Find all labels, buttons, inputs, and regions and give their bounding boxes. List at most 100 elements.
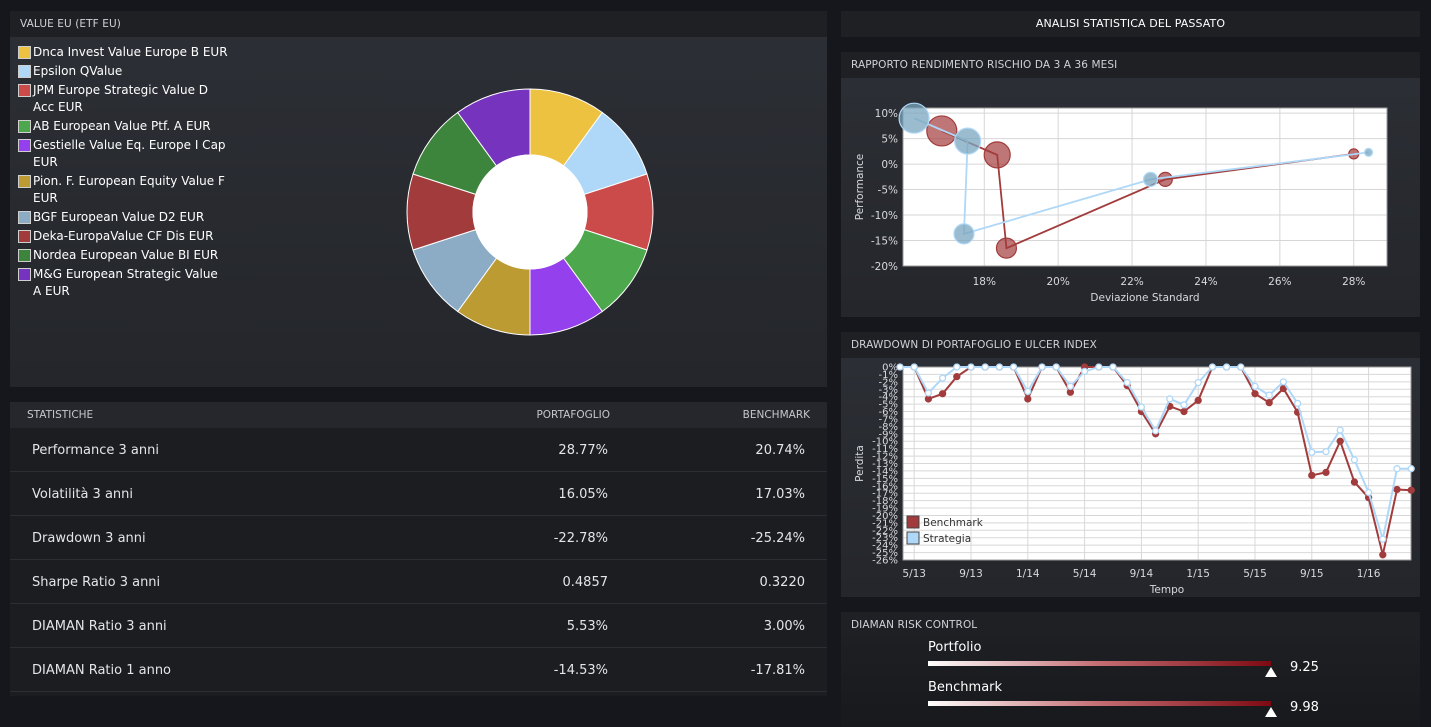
y-tick-label: 5% <box>881 134 898 146</box>
data-point <box>938 390 947 398</box>
stat-portfolio-value: 5.53% <box>566 619 608 634</box>
allocation-panel: VALUE EU (ETF EU) Dnca Invest Value Euro… <box>10 11 827 387</box>
data-point <box>1151 427 1160 435</box>
data-point <box>981 363 989 371</box>
data-point <box>1095 363 1103 371</box>
y-tick-label: -8% <box>879 422 898 433</box>
data-point <box>924 389 933 397</box>
x-tick-label: 18% <box>973 276 996 288</box>
y-tick-label: -18% <box>872 496 898 507</box>
bubble-point <box>953 223 975 245</box>
y-tick-label: -19% <box>872 504 898 515</box>
y-tick-label: -24% <box>872 541 898 552</box>
legend-swatch <box>18 46 31 59</box>
bubble-point <box>1142 171 1159 187</box>
data-point <box>1393 485 1401 494</box>
risk-benchmark-marker-icon <box>1265 707 1277 717</box>
risk-benchmark-value: 9.98 <box>1290 700 1319 715</box>
x-tick-label: 1/14 <box>1016 568 1040 580</box>
legend-item: Epsilon QValue <box>18 63 228 80</box>
drawdown-chart: 0%-1%-2%-3%-4%-5%-6%-7%-8%-9%-10%-11%-12… <box>854 363 1415 596</box>
legend-item: AB European Value Ptf. A EUR <box>18 118 228 135</box>
legend-item: Gestielle Value Eq. Europe I Cap EUR <box>18 137 228 171</box>
legend-swatch <box>906 531 920 545</box>
y-tick-label: -26% <box>872 556 898 567</box>
y-tick-label: 10% <box>875 108 898 120</box>
table-row: Performance 3 anni 28.77% 20.74% <box>10 428 827 472</box>
legend-swatch <box>18 175 31 188</box>
legend-swatch <box>18 268 31 281</box>
y-tick-label: -7% <box>879 414 898 425</box>
y-tick-label: -20% <box>871 261 898 273</box>
risk-portfolio-marker-icon <box>1265 667 1277 677</box>
plot-border <box>902 107 1388 267</box>
data-point <box>1407 486 1415 494</box>
risk-control-header: DIAMAN RISK CONTROL <box>841 612 1420 638</box>
data-point <box>1180 407 1188 416</box>
x-axis-label: Tempo <box>1149 584 1184 596</box>
stat-benchmark-value: -17.81% <box>750 663 805 678</box>
stats-table: STATISTICHE PORTAFOGLIO BENCHMARK Perfor… <box>10 402 827 696</box>
data-point <box>1052 363 1060 371</box>
data-point <box>1208 363 1217 371</box>
stat-label: Performance 3 anni <box>32 443 159 458</box>
y-tick-label: -14% <box>872 466 898 477</box>
table-row: Drawdown 3 anni -22.78% -25.24% <box>10 516 827 560</box>
data-point <box>1194 378 1202 387</box>
data-point <box>1137 403 1146 411</box>
legend-swatch <box>18 139 31 152</box>
legend-swatch <box>18 211 31 224</box>
data-point <box>1024 395 1032 403</box>
stats-col-portfolio: PORTAFOGLIO <box>536 409 610 421</box>
data-point <box>1322 468 1330 477</box>
stat-benchmark-value: 3.00% <box>763 619 805 634</box>
risk-portfolio-bar <box>928 661 1271 666</box>
stats-table-header: STATISTICHE PORTAFOGLIO BENCHMARK <box>10 402 827 428</box>
data-point <box>1123 378 1131 387</box>
x-tick-label: 28% <box>1342 276 1365 288</box>
stat-benchmark-value: -25.24% <box>750 531 805 546</box>
plot-border <box>902 366 1412 561</box>
data-point <box>953 372 961 381</box>
legend-item: Pion. F. European Equity Value F EUR <box>18 173 228 207</box>
x-tick-label: 26% <box>1268 276 1291 288</box>
y-axis-label: Perdita <box>854 445 866 482</box>
y-tick-label: -10% <box>871 210 898 222</box>
x-tick-label: 5/15 <box>1243 568 1267 580</box>
legend-item: BGF European Value D2 EUR <box>18 209 228 226</box>
stat-portfolio-value: 0.4857 <box>562 575 609 590</box>
data-point <box>1308 471 1316 480</box>
stat-benchmark-value: 17.03% <box>755 487 805 502</box>
data-point <box>1166 395 1174 403</box>
x-tick-label: 9/13 <box>959 568 983 580</box>
y-tick-label: -17% <box>872 489 898 500</box>
data-point <box>1279 378 1288 386</box>
x-tick-label: 1/16 <box>1357 568 1381 580</box>
data-point <box>910 363 918 371</box>
data-point <box>1279 384 1288 393</box>
legend-item: JPM Europe Strategic Value D Acc EUR <box>18 82 228 116</box>
legend-item: Nordea European Value BI EUR <box>18 247 228 264</box>
stat-label: DIAMAN Ratio 1 anno <box>32 663 172 678</box>
y-tick-label: -22% <box>872 526 898 537</box>
x-tick-label: 20% <box>1047 276 1070 288</box>
table-row: DIAMAN Ratio 1 anno -14.53% -17.81% <box>10 648 827 692</box>
y-tick-label: -23% <box>872 533 898 544</box>
pie-legend: Dnca Invest Value Europe B EUR Epsilon QV… <box>18 44 228 302</box>
data-point <box>1080 367 1089 376</box>
data-point <box>1379 535 1387 543</box>
y-tick-label: 0% <box>881 159 898 171</box>
data-point <box>1038 363 1046 371</box>
bubble-point <box>954 127 982 155</box>
data-point <box>1308 448 1316 457</box>
stat-portfolio-value: 28.77% <box>558 443 608 458</box>
bubble-point <box>1157 171 1173 187</box>
risk-return-chart: 18% 20% 22% 24% 26% 28% 10% 5% 0% -5% -10% -15% -20%… <box>854 102 1388 304</box>
data-point <box>1336 437 1344 445</box>
bubble-point <box>898 102 930 134</box>
stats-col-label: STATISTICHE <box>27 409 94 421</box>
data-point <box>1364 488 1373 497</box>
analysis-title-bar: ANALISI STATISTICA DEL PASSATO <box>841 11 1420 37</box>
legend-label: JPM Europe Strategic Value D Acc EUR <box>33 83 209 114</box>
data-point <box>1322 447 1330 456</box>
